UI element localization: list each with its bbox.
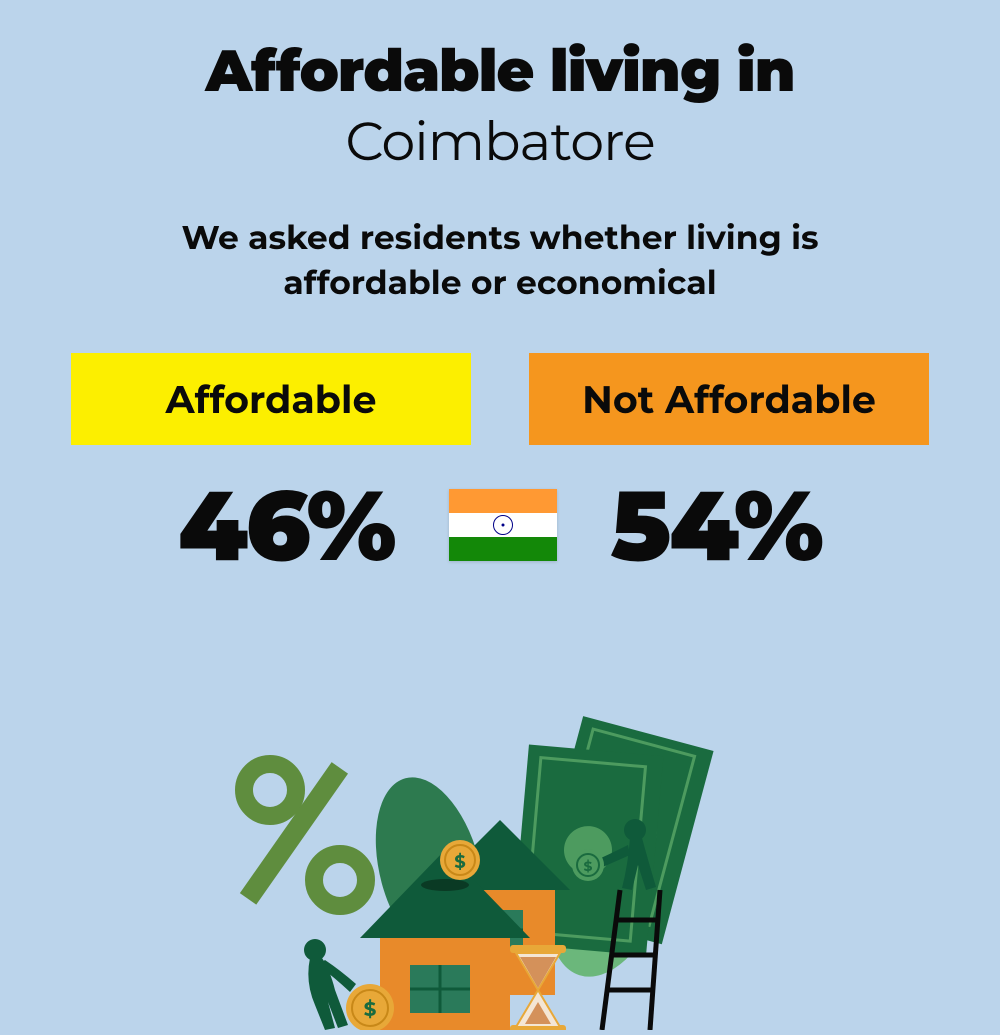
title-line2: Coimbatore <box>345 108 654 174</box>
percent-not-affordable: 54% <box>611 465 822 585</box>
subtitle: We asked residents whether living is aff… <box>120 216 880 305</box>
percent-symbol-icon <box>240 762 366 906</box>
svg-text:$: $ <box>584 857 593 875</box>
svg-text:$: $ <box>364 998 377 1022</box>
ashoka-chakra-icon <box>493 515 513 535</box>
coin-drop-icon: $ <box>440 840 480 880</box>
poll-values-row: 46% 54% <box>70 465 930 585</box>
flag-white-stripe <box>449 513 557 537</box>
flag-green-stripe <box>449 537 557 561</box>
title-line1: Affordable living in <box>206 35 795 106</box>
percent-affordable: 46% <box>178 465 394 585</box>
flag-saffron-stripe <box>449 489 557 513</box>
label-affordable: Affordable <box>71 353 471 445</box>
poll-labels-row: Affordable Not Affordable <box>70 353 930 445</box>
svg-text:$: $ <box>454 851 465 873</box>
housing-savings-illustration: $ $ <box>210 690 790 1030</box>
label-not-affordable: Not Affordable <box>529 353 929 445</box>
india-flag-icon <box>449 489 557 561</box>
